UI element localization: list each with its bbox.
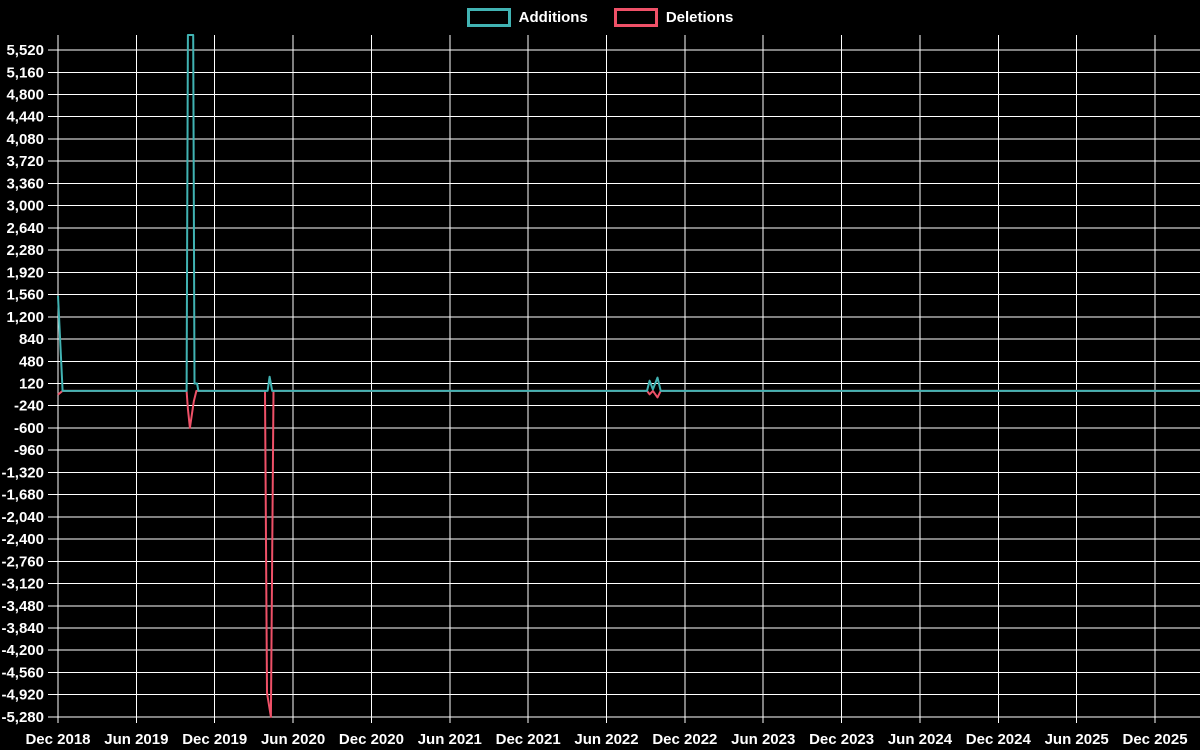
x-tick-label: Jun 2021 [418,731,482,748]
y-tick-label: 480 [19,353,44,370]
y-tick-label: -2,760 [1,553,44,570]
y-tick-label: -1,680 [1,487,44,504]
y-tick-label: -5,280 [1,709,44,726]
deletions-swatch-icon [613,8,658,27]
x-tick-label: Dec 2018 [25,731,90,748]
x-tick-label: Dec 2020 [339,731,404,748]
x-tick-label: Dec 2024 [966,731,1032,748]
y-tick-label: 2,640 [6,220,44,237]
y-tick-label: 1,920 [6,264,44,281]
y-tick-label: -1,320 [1,464,44,481]
y-tick-label: 2,280 [6,242,44,259]
legend-label-deletions: Deletions [665,9,734,26]
y-tick-label: -4,200 [1,642,44,659]
x-tick-label: Jun 2023 [731,731,795,748]
legend-item-deletions[interactable]: Deletions [613,8,734,27]
y-tick-label: -3,840 [1,620,44,637]
x-tick-label: Jun 2022 [574,731,638,748]
y-tick-label: -3,480 [1,598,44,615]
y-tick-label: -2,040 [1,509,44,526]
y-tick-label: -600 [14,420,44,437]
chart-legend: Additions Deletions [0,8,1200,27]
y-tick-label: 5,520 [6,42,44,59]
x-tick-label: Dec 2019 [182,731,247,748]
legend-item-additions[interactable]: Additions [466,8,588,27]
y-tick-label: 4,080 [6,131,44,148]
x-tick-label: Dec 2025 [1123,731,1188,748]
y-tick-label: 5,160 [6,64,44,81]
y-tick-label: -3,120 [1,576,44,593]
y-tick-label: 3,360 [6,175,44,192]
y-tick-label: -4,560 [1,664,44,681]
gridlines: 5,520 5,160 4,800 4,440 4,080 3,720 3,360 3,000… [1,35,1200,748]
x-tick-label: Dec 2023 [809,731,874,748]
y-tick-label: -240 [14,398,44,415]
y-tick-label: 1,200 [6,309,44,326]
legend-label-additions: Additions [518,9,588,26]
deletions-line [57,389,1200,718]
y-tick-label: -4,920 [1,687,44,704]
y-tick-label: 120 [19,375,44,392]
additions-swatch-icon [466,8,511,27]
additions-line [57,34,1200,392]
y-tick-label: 4,800 [6,87,44,104]
y-tick-label: 840 [19,331,44,348]
y-tick-label: -2,400 [1,531,44,548]
y-tick-label: 1,560 [6,287,44,304]
y-tick-label: 3,000 [6,198,44,215]
x-tick-label: Jun 2020 [261,731,325,748]
x-tick-label: Jun 2025 [1045,731,1109,748]
y-tick-label: 4,440 [6,109,44,126]
x-tick-label: Dec 2021 [496,731,561,748]
y-tick-label: 3,720 [6,153,44,170]
y-tick-label: -960 [14,442,44,459]
x-tick-label: Jun 2024 [888,731,953,748]
x-tick-label: Jun 2019 [104,731,168,748]
x-tick-label: Dec 2022 [652,731,717,748]
